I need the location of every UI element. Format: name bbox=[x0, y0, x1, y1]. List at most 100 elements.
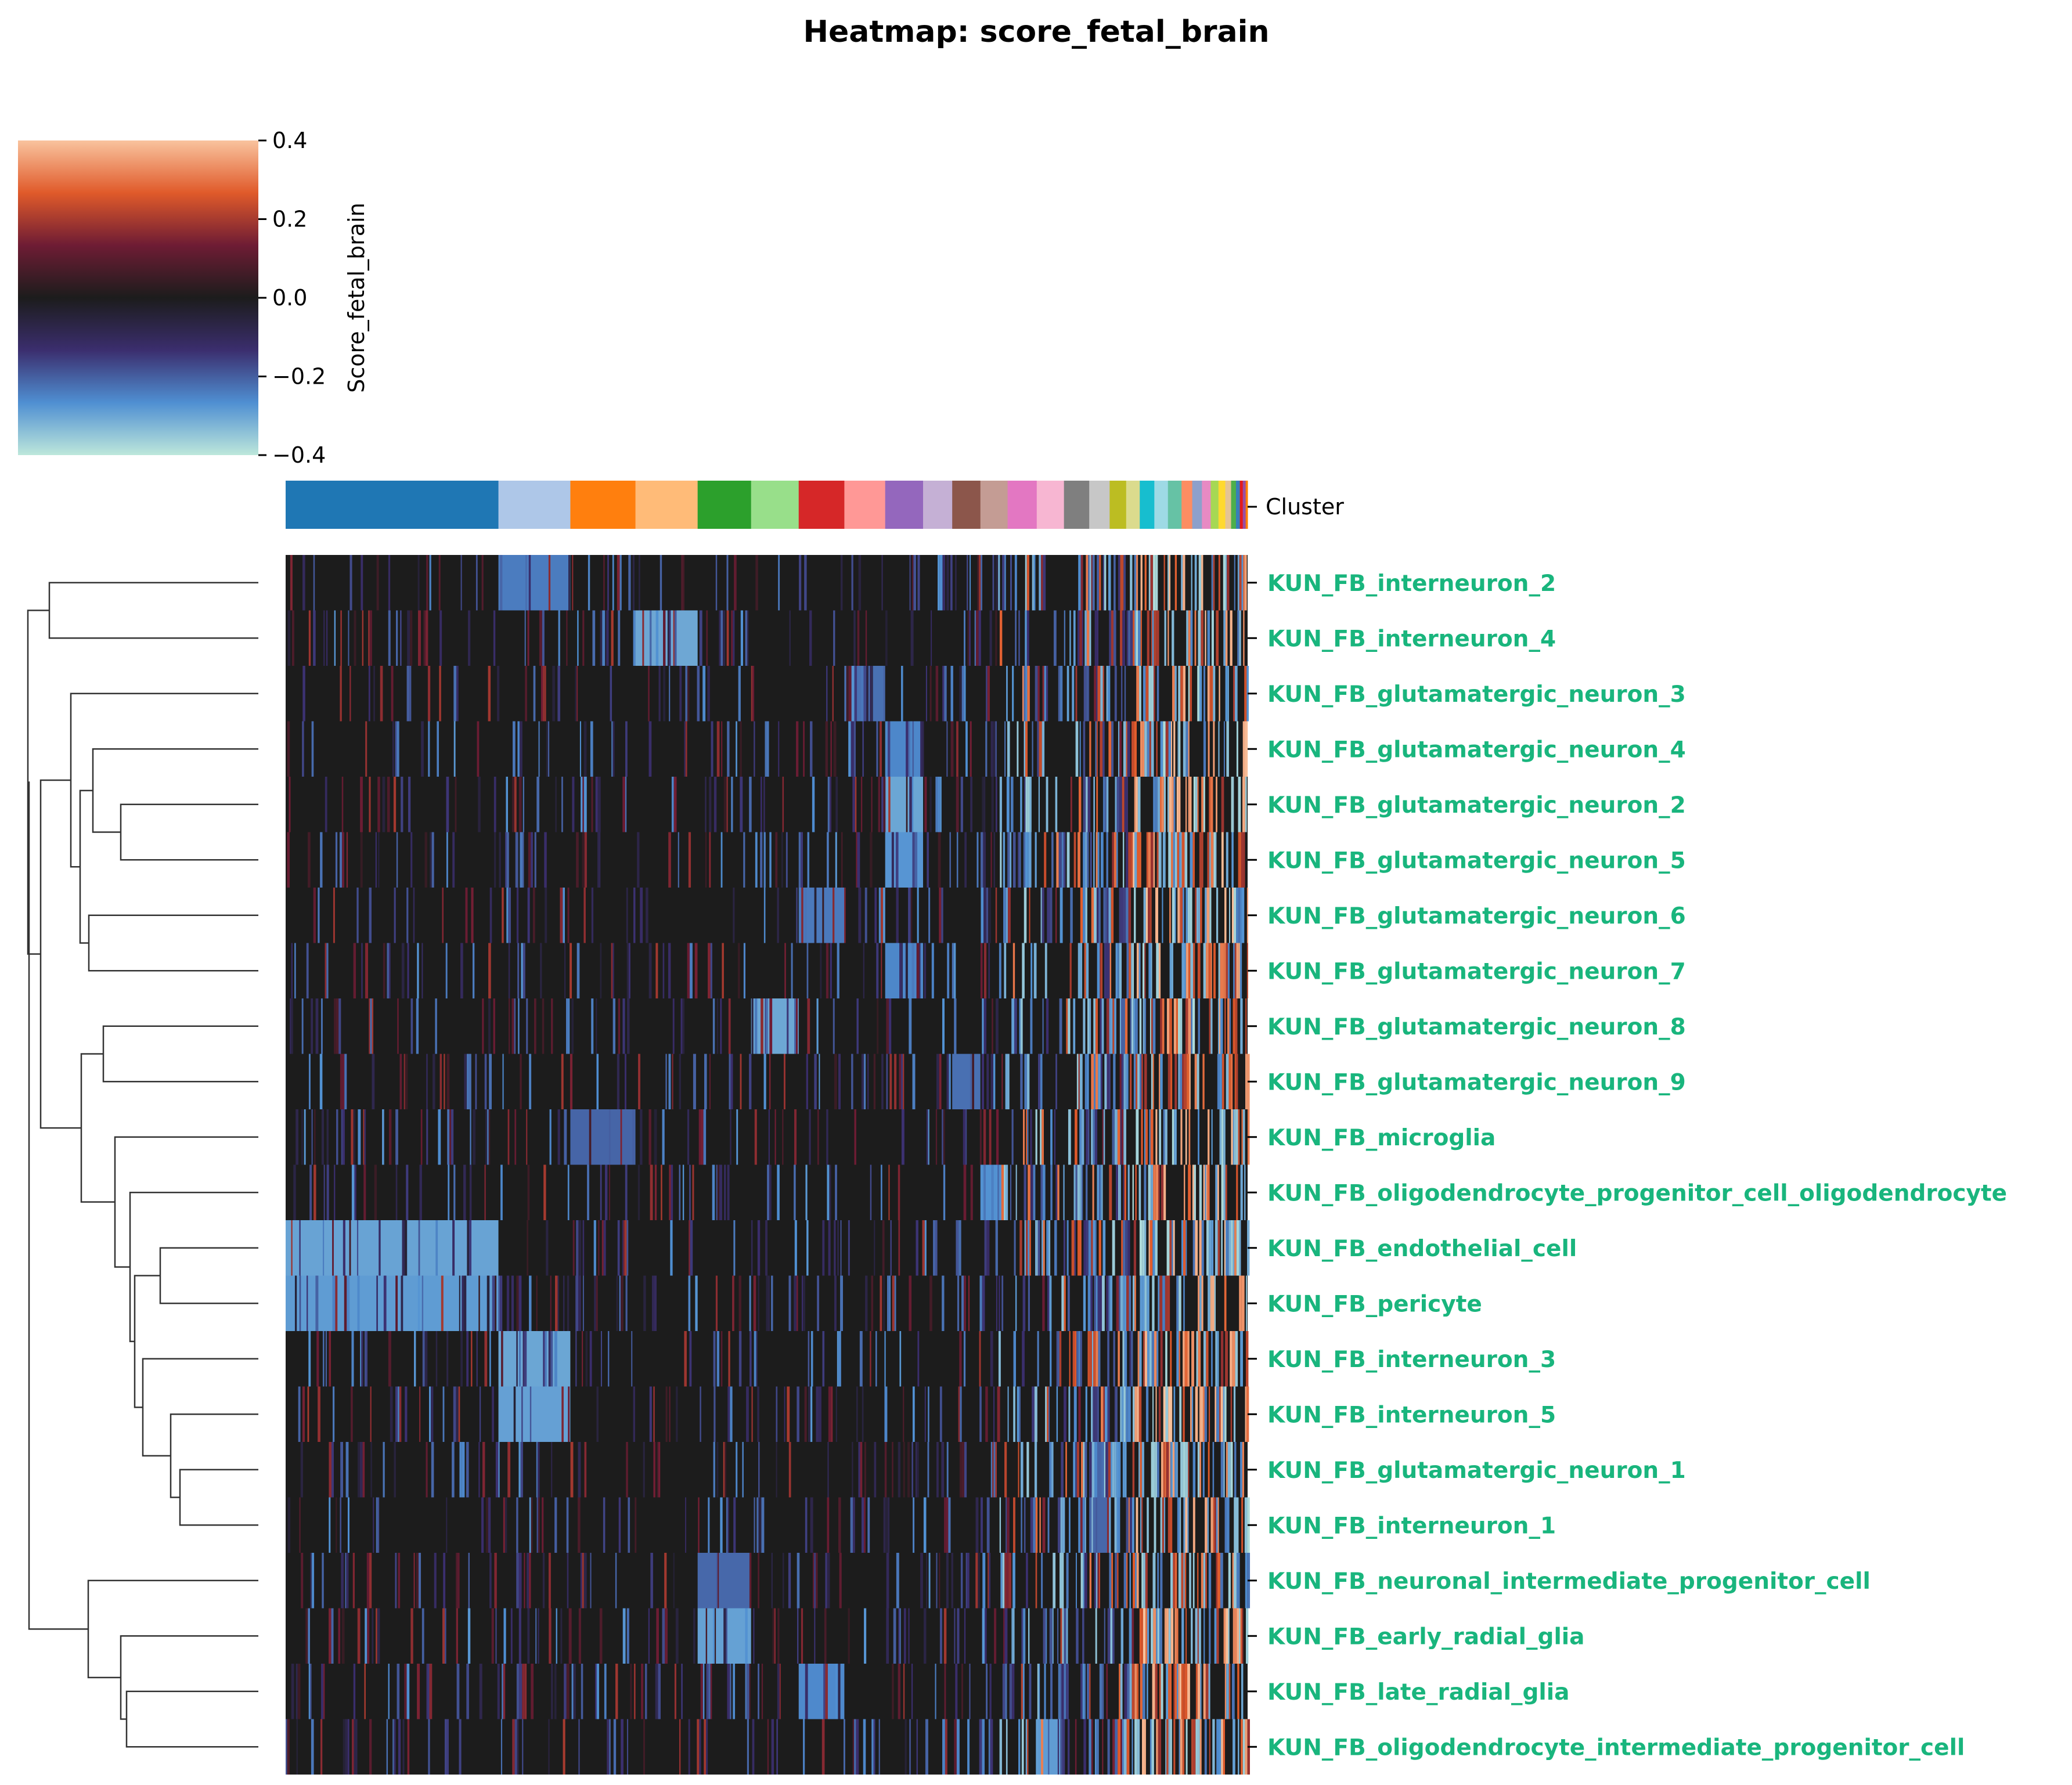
heatmap-cell bbox=[704, 1719, 707, 1775]
heatmap-cell bbox=[1184, 1331, 1188, 1387]
heatmap-cell bbox=[648, 666, 650, 722]
heatmap-cell bbox=[1043, 1220, 1045, 1276]
heatmap-cell bbox=[1108, 1275, 1110, 1331]
heatmap-cell bbox=[1034, 1442, 1037, 1498]
heatmap-cell bbox=[1138, 1386, 1142, 1442]
heatmap-cell bbox=[858, 1442, 860, 1498]
heatmap-cell bbox=[1209, 1608, 1211, 1664]
heatmap-cell bbox=[631, 1331, 633, 1387]
heatmap-cell bbox=[456, 666, 459, 722]
heatmap-cell bbox=[749, 1664, 751, 1719]
heatmap-cell bbox=[657, 1442, 658, 1498]
heatmap-cell bbox=[1088, 1220, 1091, 1276]
heatmap-cell bbox=[866, 666, 869, 722]
heatmap-cell bbox=[986, 1220, 990, 1276]
heatmap-cell bbox=[1246, 888, 1249, 943]
heatmap-cell bbox=[716, 1442, 719, 1498]
heatmap-cell bbox=[916, 943, 920, 998]
heatmap-cell bbox=[455, 777, 457, 832]
heatmap-cell bbox=[1120, 1719, 1122, 1775]
heatmap-cell bbox=[674, 610, 677, 666]
heatmap-cell bbox=[1072, 666, 1075, 722]
heatmap-cell bbox=[551, 1442, 553, 1498]
heatmap-cell bbox=[465, 888, 468, 943]
heatmap-cell bbox=[1078, 555, 1081, 611]
heatmap-cell bbox=[833, 998, 835, 1054]
heatmap-cell bbox=[1238, 888, 1240, 943]
heatmap-cell bbox=[1087, 832, 1089, 888]
heatmap-cell bbox=[370, 998, 372, 1054]
heatmap-cell bbox=[1241, 1719, 1243, 1775]
heatmap-cell bbox=[594, 1275, 596, 1331]
heatmap-cell bbox=[1091, 1497, 1093, 1553]
heatmap-cell bbox=[669, 1386, 671, 1442]
heatmap-cell bbox=[896, 1553, 899, 1609]
heatmap-cell bbox=[1189, 1054, 1191, 1109]
heatmap-cell bbox=[1083, 888, 1086, 943]
heatmap-cell bbox=[1107, 888, 1109, 943]
heatmap-cell bbox=[862, 721, 864, 777]
heatmap-cell bbox=[1213, 721, 1215, 777]
heatmap-cell bbox=[1012, 1497, 1015, 1553]
heatmap-cell bbox=[446, 1054, 450, 1109]
heatmap-cell bbox=[1220, 1331, 1224, 1387]
heatmap-cell bbox=[1169, 555, 1171, 611]
heatmap-cell bbox=[1165, 721, 1169, 777]
heatmap-cell bbox=[898, 1608, 900, 1664]
heatmap-cell bbox=[603, 1497, 606, 1553]
heatmap-cell bbox=[1120, 666, 1123, 722]
row-label: KUN_FB_oligodendrocyte_progenitor_cell_o… bbox=[1267, 1180, 2007, 1206]
heatmap-cell bbox=[1203, 777, 1205, 832]
heatmap-cell bbox=[1066, 832, 1070, 888]
heatmap-cell bbox=[388, 1331, 391, 1387]
heatmap-cell bbox=[665, 1608, 668, 1664]
heatmap-cell bbox=[1177, 888, 1179, 943]
heatmap-cell bbox=[788, 1442, 791, 1498]
heatmap-row bbox=[286, 1220, 1250, 1276]
heatmap-cell bbox=[1230, 1386, 1233, 1442]
heatmap-cell bbox=[761, 777, 762, 832]
heatmap-cell bbox=[1060, 888, 1063, 943]
heatmap-cell bbox=[1216, 1719, 1219, 1775]
heatmap-cell bbox=[1104, 1386, 1108, 1442]
heatmap-cell bbox=[1230, 1331, 1233, 1387]
heatmap-cell bbox=[1191, 1719, 1193, 1775]
heatmap-cell bbox=[299, 1220, 301, 1276]
heatmap-cell bbox=[533, 666, 536, 722]
heatmap-cell bbox=[1078, 1054, 1080, 1109]
heatmap-cell bbox=[1155, 1220, 1158, 1276]
heatmap-cell bbox=[388, 610, 391, 666]
heatmap-cell bbox=[572, 555, 574, 611]
heatmap-cell bbox=[1025, 1719, 1028, 1775]
heatmap-cell bbox=[804, 1386, 807, 1442]
heatmap-cell bbox=[1069, 943, 1072, 998]
heatmap-cell bbox=[694, 943, 698, 998]
heatmap-cell bbox=[1166, 1664, 1169, 1719]
heatmap-cell bbox=[1161, 777, 1164, 832]
heatmap-cell bbox=[1022, 1275, 1026, 1331]
heatmap-cell bbox=[827, 1553, 830, 1609]
heatmap-cell bbox=[1219, 666, 1220, 722]
heatmap-cell bbox=[1169, 1664, 1172, 1719]
heatmap-cell bbox=[1150, 1109, 1154, 1165]
heatmap-cell bbox=[864, 888, 867, 943]
heatmap-cell bbox=[1088, 666, 1090, 722]
heatmap-cell bbox=[673, 1553, 675, 1609]
heatmap-cell bbox=[607, 1719, 610, 1775]
heatmap-cell bbox=[1046, 998, 1049, 1054]
heatmap-cell bbox=[1026, 610, 1029, 666]
heatmap-cell bbox=[899, 1331, 902, 1387]
heatmap-cell bbox=[1082, 1497, 1085, 1553]
heatmap-cell bbox=[1027, 832, 1029, 888]
row-label: KUN_FB_glutamatergic_neuron_5 bbox=[1267, 848, 1686, 874]
heatmap-cell bbox=[975, 1497, 979, 1553]
heatmap-cell bbox=[771, 1275, 773, 1331]
heatmap-cell bbox=[651, 1275, 654, 1331]
heatmap-cell bbox=[564, 1109, 567, 1165]
heatmap-cell bbox=[771, 1553, 773, 1609]
dendrogram-link bbox=[170, 1413, 258, 1498]
heatmap-cell bbox=[417, 943, 419, 998]
heatmap-cell bbox=[1245, 777, 1247, 832]
heatmap-cell bbox=[871, 666, 873, 722]
heatmap-cell bbox=[1109, 1497, 1111, 1553]
